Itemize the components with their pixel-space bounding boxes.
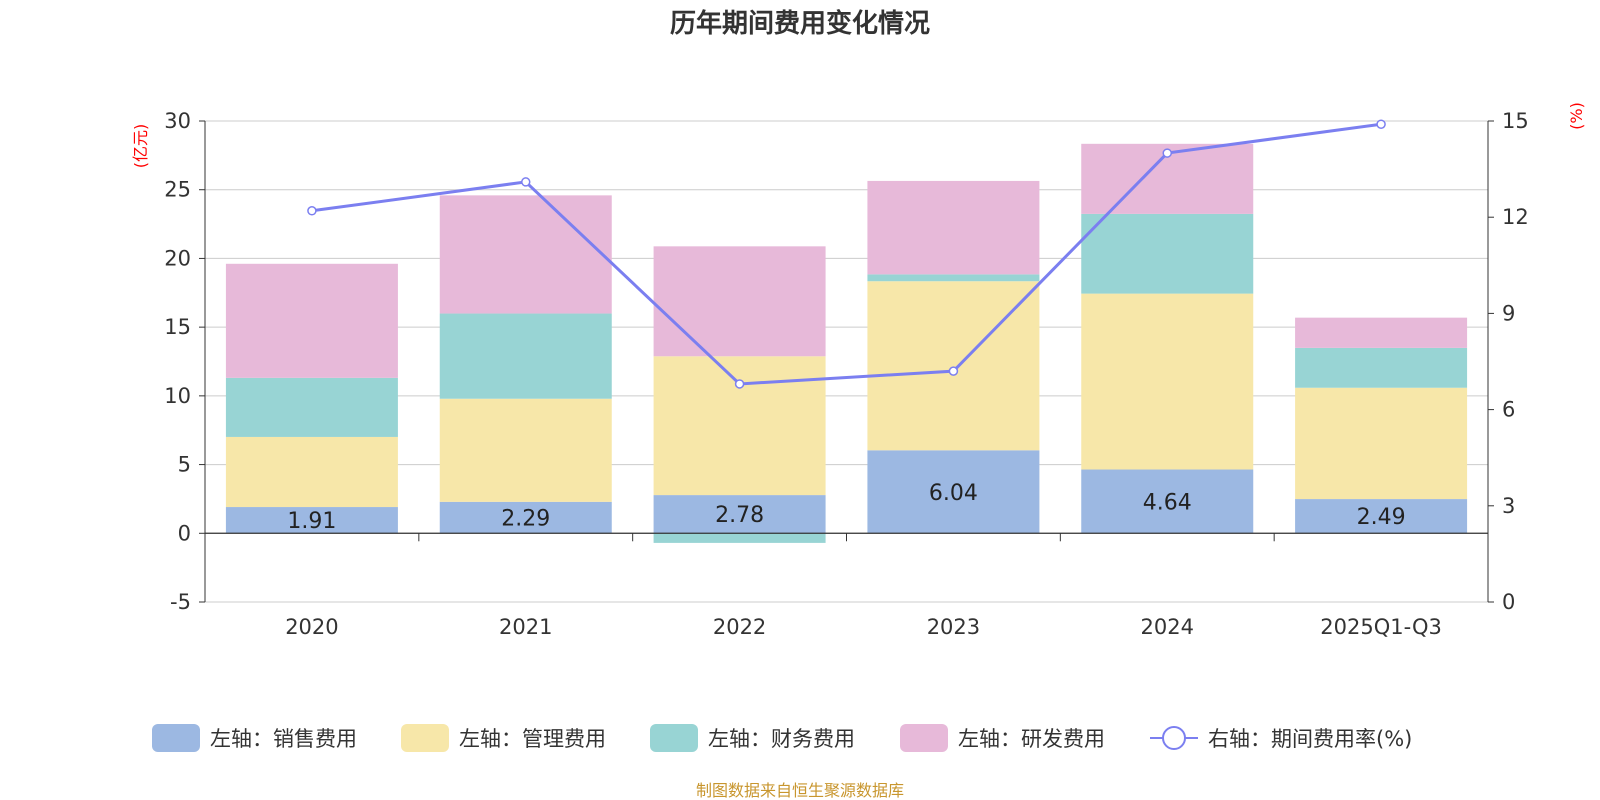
legend-swatch[interactable] xyxy=(650,724,698,752)
right-tick-label: 6 xyxy=(1502,398,1515,422)
chart-title: 历年期间费用变化情况 xyxy=(670,8,930,39)
legend-label[interactable]: 左轴：销售费用 xyxy=(210,727,357,751)
bar-segment-1[interactable] xyxy=(653,356,826,496)
sales-value-label: 4.64 xyxy=(1143,490,1192,515)
category-label: 2020 xyxy=(285,615,338,639)
bar-segment-2[interactable] xyxy=(1295,347,1468,388)
rate-line-series xyxy=(307,119,1386,389)
rate-point[interactable] xyxy=(1162,148,1172,158)
bar-segment-1[interactable] xyxy=(225,436,398,508)
bar-segment-3[interactable] xyxy=(653,246,826,357)
category-label: 2023 xyxy=(927,615,980,639)
sales-value-label: 6.04 xyxy=(929,481,978,506)
right-tick-label: 15 xyxy=(1502,109,1529,133)
legend-label[interactable]: 左轴：管理费用 xyxy=(459,727,606,751)
left-tick-label: 5 xyxy=(178,453,191,477)
bar-segment-2[interactable] xyxy=(225,377,398,437)
bar-segment-0[interactable] xyxy=(1295,499,1468,534)
legend-label[interactable]: 左轴：财务费用 xyxy=(708,727,855,751)
legend[interactable]: 左轴：销售费用 左轴：管理费用 左轴：财务费用 左轴：研发费用 右轴：期间费用率(%) xyxy=(152,724,1412,752)
sales-value-label: 1.91 xyxy=(287,509,336,534)
bar-segment-3[interactable] xyxy=(867,180,1040,275)
bar-segment-0[interactable] xyxy=(439,501,612,534)
bar-segment-1[interactable] xyxy=(439,398,612,502)
rate-point[interactable] xyxy=(521,177,531,187)
legend-label[interactable]: 左轴：研发费用 xyxy=(958,727,1105,751)
bar-series xyxy=(225,143,1468,543)
bar-segment-2[interactable] xyxy=(867,274,1040,282)
rate-point[interactable] xyxy=(948,366,959,376)
sales-value-label: 2.49 xyxy=(1357,505,1406,530)
bar-segment-2[interactable] xyxy=(1081,213,1254,294)
category-label: 2022 xyxy=(713,615,766,639)
left-tick-label: -5 xyxy=(170,590,191,614)
left-tick-label: 30 xyxy=(164,109,191,133)
bar-segment-2[interactable] xyxy=(653,533,826,543)
bar-segment-2[interactable] xyxy=(439,313,612,399)
bar-segment-3[interactable] xyxy=(1295,317,1468,348)
rate-point[interactable] xyxy=(1376,119,1386,129)
data-labels: 1.91 2.29 2.78 6.04 4.64 2.49 xyxy=(287,481,1405,534)
bar-segment-0[interactable] xyxy=(867,450,1040,534)
category-label: 2025Q1-Q3 xyxy=(1320,615,1442,639)
bar-segment-0[interactable] xyxy=(225,507,398,534)
legend-swatch[interactable] xyxy=(900,724,948,752)
left-tick-label: 20 xyxy=(164,246,191,270)
rate-point[interactable] xyxy=(307,206,317,216)
left-tick-label: 0 xyxy=(178,521,191,545)
left-tick-label: 25 xyxy=(164,178,191,202)
category-label: 2024 xyxy=(1141,615,1194,639)
bar-segment-1[interactable] xyxy=(867,281,1040,451)
right-tick-label: 3 xyxy=(1502,494,1515,518)
bar-segment-0[interactable] xyxy=(653,495,826,534)
category-label: 2021 xyxy=(499,615,552,639)
bar-segment-3[interactable] xyxy=(225,263,398,378)
bar-segment-3[interactable] xyxy=(439,195,612,314)
right-tick-label: 12 xyxy=(1502,205,1529,229)
left-axis-unit: (亿元) xyxy=(131,124,150,169)
sales-value-label: 2.29 xyxy=(501,507,550,532)
right-tick-label: 0 xyxy=(1502,590,1515,614)
right-axis-unit: (%) xyxy=(1567,102,1586,130)
bar-segment-0[interactable] xyxy=(1081,469,1254,534)
data-source-note: 制图数据来自恒生聚源数据库 xyxy=(696,781,904,800)
legend-marker-swatch[interactable] xyxy=(1162,726,1186,750)
legend-label[interactable]: 右轴：期间费用率(%) xyxy=(1208,727,1412,751)
legend-swatch[interactable] xyxy=(401,724,449,752)
left-tick-label: 15 xyxy=(164,315,191,339)
rate-line xyxy=(311,122,1382,386)
legend-swatch[interactable] xyxy=(152,724,200,752)
right-tick-label: 9 xyxy=(1502,301,1515,325)
bar-segment-1[interactable] xyxy=(1295,387,1468,500)
left-tick-label: 10 xyxy=(164,384,191,408)
rate-point[interactable] xyxy=(734,379,745,389)
sales-value-label: 2.78 xyxy=(715,503,764,528)
bar-segment-1[interactable] xyxy=(1081,293,1254,470)
